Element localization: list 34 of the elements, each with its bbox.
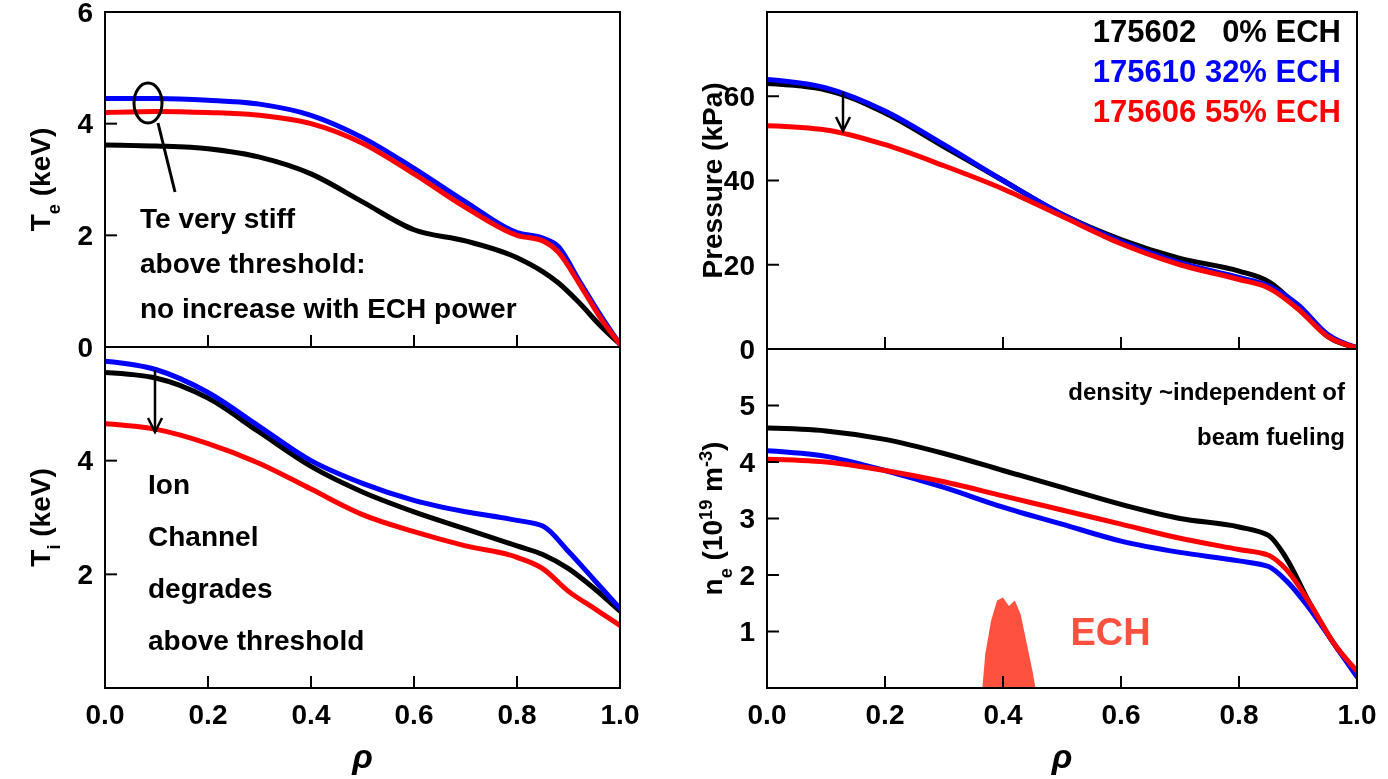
y-tick-label: 4	[77, 108, 94, 140]
annotation: Te very stiff above threshold: no increase with ECH power	[140, 203, 517, 324]
y-tick-label: 4	[77, 445, 94, 477]
y-tick-label: 2	[77, 559, 93, 591]
y-tick-label: 2	[77, 220, 93, 252]
x-tick-label: 0.6	[1101, 699, 1141, 730]
x-axis-title: ρ	[351, 737, 373, 775]
x-tick-label: 0.4	[291, 699, 331, 730]
y-tick-label: 1	[739, 616, 755, 648]
y-tick-label: 3	[739, 503, 755, 535]
y-tick-label: 40	[723, 165, 755, 197]
y-tick-label: 0	[77, 331, 93, 363]
x-axis-title: ρ	[1050, 737, 1073, 775]
x-tick-label: 0.0	[747, 699, 787, 730]
y-tick-label: 5	[739, 390, 755, 422]
x-tick-label: 0.2	[188, 699, 228, 730]
y-tick-label: 2	[739, 559, 755, 591]
x-tick-label: 0.2	[865, 699, 905, 730]
x-tick-label: 1.0	[1337, 699, 1377, 730]
x-tick-label: 0.6	[394, 699, 434, 730]
x-tick-label: 1.0	[600, 699, 640, 730]
y-tick-label: 4	[739, 446, 756, 478]
x-tick-label: 0.4	[983, 699, 1023, 730]
text: 175602 0% ECH	[1092, 14, 1341, 49]
text: 175610 32% ECH	[1092, 54, 1341, 89]
x-tick-label: 0.8	[1219, 699, 1259, 730]
x-tick-label: 0.0	[85, 699, 125, 730]
annotation: density ~independent of beam fueling	[1068, 378, 1346, 450]
x-tick-label: 0.8	[497, 699, 537, 730]
annotation: Ion Channel degrades above threshold	[148, 469, 365, 656]
series-label: ECH	[1070, 610, 1151, 653]
text: 175606 55% ECH	[1092, 94, 1341, 129]
y-tick-label: 6	[77, 0, 93, 28]
y-tick-label: 0	[739, 333, 755, 365]
